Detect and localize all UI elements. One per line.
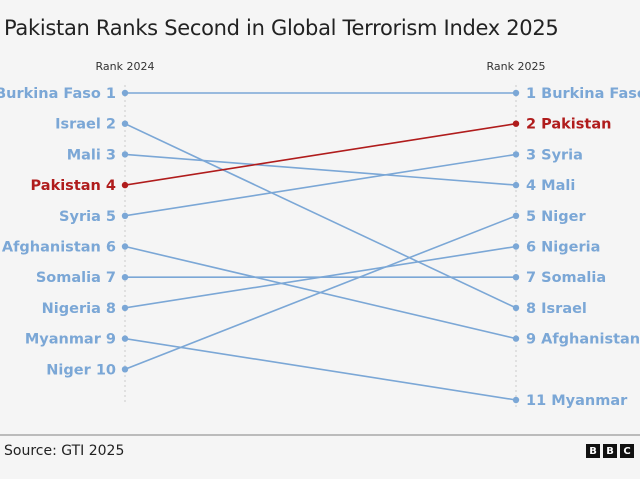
point-2024 bbox=[121, 304, 129, 312]
label-2024: Myanmar 9 bbox=[25, 332, 116, 348]
logo-letter: C bbox=[620, 444, 634, 458]
label-2024: Somalia 7 bbox=[36, 270, 116, 286]
slope-line-pakistan bbox=[124, 122, 517, 186]
label-2025: 8 Israel bbox=[526, 301, 587, 317]
label-2025: 7 Somalia bbox=[526, 270, 606, 286]
point-2024 bbox=[121, 151, 129, 158]
footer-divider bbox=[0, 434, 640, 436]
label-2025: 3 Syria bbox=[526, 147, 583, 163]
bbc-logo: B B C bbox=[586, 444, 634, 458]
label-2024: Burkina Faso 1 bbox=[0, 86, 116, 102]
label-2025: 5 Niger bbox=[526, 209, 586, 225]
point-2025 bbox=[512, 181, 520, 189]
point-2024 bbox=[121, 212, 129, 219]
point-2024 bbox=[121, 366, 129, 373]
label-2024: Mali 3 bbox=[67, 147, 116, 163]
slope-line-myanmar bbox=[124, 337, 517, 401]
label-2025: 9 Afghanistan bbox=[526, 332, 640, 348]
point-2024 bbox=[121, 89, 129, 97]
slope-line-mali bbox=[124, 153, 517, 186]
point-2025 bbox=[512, 243, 520, 250]
logo-letter: B bbox=[586, 444, 600, 458]
slope-line-nigeria bbox=[124, 245, 517, 309]
point-2024 bbox=[121, 274, 129, 281]
label-2024: Israel 2 bbox=[55, 117, 116, 133]
slope-line-niger bbox=[124, 215, 517, 371]
label-2024: Nigeria 8 bbox=[42, 301, 116, 317]
point-2025 bbox=[512, 89, 520, 97]
point-2025 bbox=[512, 274, 520, 281]
right-header: Rank 2025 bbox=[487, 60, 546, 73]
point-2024 bbox=[121, 335, 129, 342]
label-2025: 1 Burkina Faso bbox=[526, 86, 640, 102]
label-2024: Afghanistan 6 bbox=[2, 240, 116, 256]
point-2025 bbox=[512, 335, 520, 342]
label-2024: Syria 5 bbox=[59, 209, 116, 225]
point-2024 bbox=[121, 243, 129, 250]
logo-letter: B bbox=[603, 444, 617, 458]
label-2024: Pakistan 4 bbox=[31, 178, 116, 194]
point-2024 bbox=[121, 181, 129, 189]
label-2025: 4 Mali bbox=[526, 178, 575, 194]
point-2025 bbox=[512, 304, 520, 312]
point-2025 bbox=[512, 120, 520, 127]
point-2025 bbox=[512, 151, 520, 158]
point-2025 bbox=[512, 396, 520, 404]
point-2024 bbox=[121, 120, 129, 127]
label-2024: Niger 10 bbox=[46, 362, 116, 378]
left-header: Rank 2024 bbox=[96, 60, 155, 73]
label-2025: 2 Pakistan bbox=[526, 117, 611, 133]
slope-line-israel bbox=[124, 122, 517, 309]
slope-chart: Rank 2024 Rank 2025 Burkina Faso 1 1 Burkin… bbox=[0, 60, 640, 410]
point-2025 bbox=[512, 212, 520, 219]
label-2025: 6 Nigeria bbox=[526, 240, 600, 256]
slope-line-syria bbox=[124, 153, 517, 217]
label-2025: 11 Myanmar bbox=[526, 393, 628, 409]
chart-title: Pakistan Ranks Second in Global Terroris… bbox=[4, 16, 559, 40]
source-text: Source: GTI 2025 bbox=[4, 443, 125, 459]
